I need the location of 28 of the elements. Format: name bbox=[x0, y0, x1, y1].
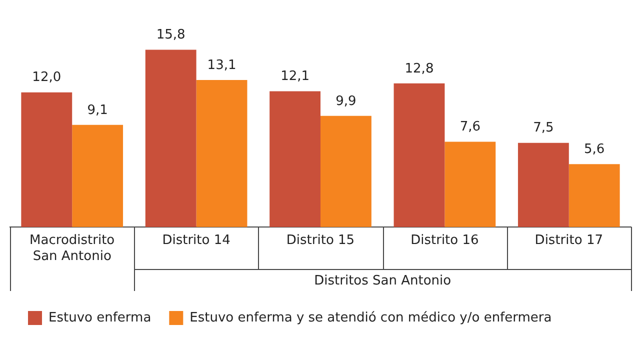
x-tick-label: Distrito 14 bbox=[162, 233, 230, 248]
data-label: 9,9 bbox=[336, 94, 356, 109]
bar bbox=[145, 50, 196, 227]
bar bbox=[518, 142, 569, 227]
bar bbox=[568, 164, 620, 227]
data-label: 9,1 bbox=[87, 102, 108, 118]
x-tick-label: Macrodistrito San Antonio bbox=[30, 233, 115, 264]
data-label: 13,1 bbox=[207, 58, 236, 73]
bar bbox=[270, 91, 320, 227]
data-label: 7,5 bbox=[533, 120, 554, 136]
legend-label: Estuvo enferma bbox=[48, 310, 152, 326]
data-label: 12,8 bbox=[404, 61, 434, 76]
bar bbox=[320, 116, 372, 227]
legend-label: Estuvo enferma y se atendió con médico y/o enfermera bbox=[190, 310, 552, 326]
data-label: 12,1 bbox=[280, 69, 310, 84]
data-label: 7,6 bbox=[460, 120, 481, 135]
text: Distritos San Antonio bbox=[314, 273, 452, 288]
x-tick-label: Distrito 15 bbox=[286, 233, 355, 248]
data-label: 15,8 bbox=[156, 28, 186, 43]
bar bbox=[394, 83, 445, 227]
bar bbox=[196, 80, 248, 227]
data-label: 12,0 bbox=[32, 70, 62, 86]
bar bbox=[72, 124, 124, 227]
x-tick-label: Distrito 16 bbox=[410, 233, 479, 248]
data-label: 5,6 bbox=[584, 142, 605, 158]
bar bbox=[21, 92, 72, 227]
bar bbox=[444, 142, 496, 227]
x-tick-label: Distrito 17 bbox=[534, 233, 603, 248]
